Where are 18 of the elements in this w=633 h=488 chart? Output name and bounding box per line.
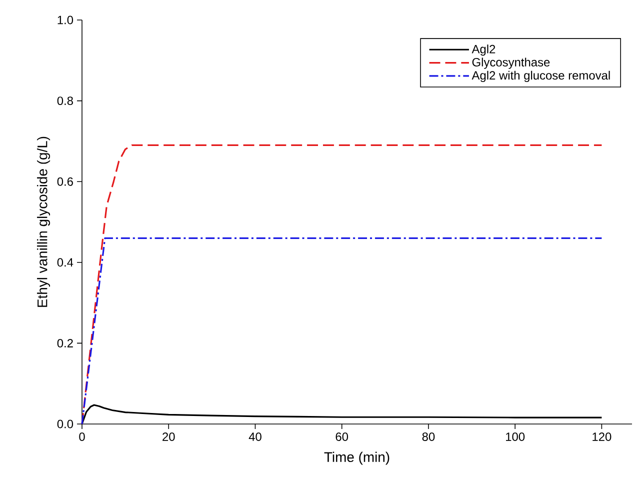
x-tick-label: 120 <box>592 432 612 441</box>
y-tick-label: 0.0 <box>57 420 74 428</box>
y-axis-title: Ethyl vanillin glycoside (g/L) <box>37 136 50 307</box>
x-tick-label: 0 <box>79 432 85 441</box>
x-tick-label: 60 <box>336 432 348 441</box>
y-tick-label: 0.8 <box>57 96 73 106</box>
legend-label: Glycosynthase <box>472 58 550 69</box>
x-tick-label: 80 <box>422 432 435 441</box>
x-tick-label: 40 <box>248 432 262 441</box>
x-axis-title: Time (min) <box>324 452 390 465</box>
y-tick-label: 0.4 <box>57 258 74 267</box>
y-tick-label: 0.6 <box>57 177 73 186</box>
legend-label: Agl2 <box>472 44 496 56</box>
y-tick-label: 1.0 <box>58 16 74 24</box>
x-tick-label: 20 <box>162 432 175 441</box>
y-tick-label: 0.2 <box>57 338 73 348</box>
legend-label: Agl2 with glucose removal <box>472 70 610 82</box>
x-tick-label: 100 <box>506 432 525 441</box>
